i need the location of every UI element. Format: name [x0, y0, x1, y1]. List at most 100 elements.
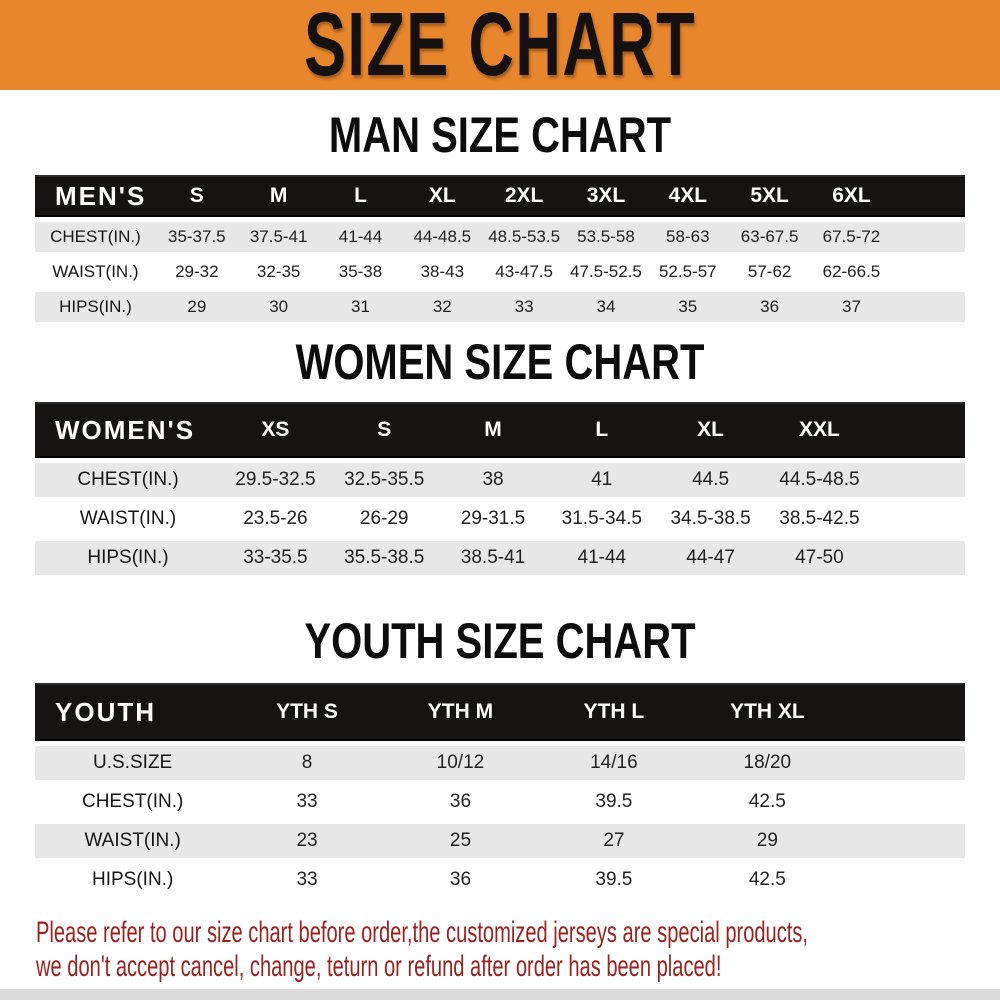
table-row: HIPS(IN.) 33 36 39.5 42.5 [35, 863, 965, 897]
section-women: WOMEN SIZE CHART WOMEN'S XS S M L XL XXL CHEST(I… [0, 337, 1000, 580]
table-cell: 34 [565, 292, 647, 322]
table-cell: 29 [155, 292, 238, 322]
table-cell: 38-43 [401, 257, 484, 287]
table-cell: 38 [438, 463, 548, 497]
column-header: 2XL [483, 175, 566, 217]
header-row: YOUTH YTH S YTH M YTH L YTH XL [35, 683, 965, 741]
table-title-youth: YOUTH [35, 683, 231, 741]
table-cell: 35.5-38.5 [329, 541, 439, 575]
row-spacer [844, 746, 965, 780]
column-header: 3XL [565, 175, 647, 217]
column-header: 5XL [728, 175, 811, 217]
table-cell: 39.5 [537, 785, 691, 819]
table-cell: 42.5 [690, 863, 845, 897]
row-spacer [844, 785, 965, 819]
table-cell: 36 [383, 863, 538, 897]
table-row: WAIST(IN.) 29-32 32-35 35-38 38-43 43-47.5 47.… [35, 257, 965, 287]
row-label: CHEST(IN.) [35, 222, 156, 252]
header-spacer [844, 683, 965, 741]
table-cell: 31.5-34.5 [547, 502, 657, 536]
table-cell: 29 [690, 824, 845, 858]
table-cell: 41-44 [547, 541, 657, 575]
size-table-youth: YOUTH YTH S YTH M YTH L YTH XL U.S.SIZE 8 10/12… [35, 678, 965, 902]
row-spacer [873, 463, 965, 497]
table-cell: 42.5 [690, 785, 845, 819]
table-cell: 25 [383, 824, 538, 858]
table-row: CHEST(IN.) 33 36 39.5 42.5 [35, 785, 965, 819]
table-cell: 57-62 [728, 257, 811, 287]
column-header: L [547, 402, 657, 458]
table-cell: 62-66.5 [810, 257, 893, 287]
size-chart-sections: MAN SIZE CHART MEN'S S M L XL 2XL 3XL 4XL 5XL 6XL C… [0, 110, 1000, 902]
row-spacer [892, 257, 965, 287]
row-spacer [844, 824, 965, 858]
table-row: U.S.SIZE 8 10/12 14/16 18/20 [35, 746, 965, 780]
table-cell: 58-63 [646, 222, 729, 252]
table-row: CHEST(IN.) 35-37.5 37.5-41 41-44 44-48.5 48.5… [35, 222, 965, 252]
column-header: YTH M [383, 683, 538, 741]
section-heading-women: WOMEN SIZE CHART [295, 334, 705, 390]
row-spacer [844, 863, 965, 897]
page-title: SIZE CHART [304, 0, 696, 95]
row-label: HIPS(IN.) [35, 863, 231, 897]
column-header: S [155, 175, 238, 217]
table-cell: 41-44 [319, 222, 402, 252]
column-header: YTH XL [690, 683, 845, 741]
header-row: MEN'S S M L XL 2XL 3XL 4XL 5XL 6XL [35, 175, 965, 217]
section-heading-youth: YOUTH SIZE CHART [304, 613, 696, 669]
table-cell: 32-35 [237, 257, 320, 287]
row-spacer [892, 292, 965, 322]
table-cell: 33 [483, 292, 566, 322]
table-cell: 18/20 [690, 746, 845, 780]
column-header: L [319, 175, 402, 217]
table-row: WAIST(IN.) 23 25 27 29 [35, 824, 965, 858]
table-cell: 32.5-35.5 [329, 463, 439, 497]
header-spacer [892, 175, 965, 217]
table-cell: 43-47.5 [483, 257, 566, 287]
table-cell: 33-35.5 [221, 541, 330, 575]
column-header: 6XL [810, 175, 893, 217]
table-cell: 37 [810, 292, 893, 322]
table-cell: 34.5-38.5 [656, 502, 765, 536]
size-table-men: MEN'S S M L XL 2XL 3XL 4XL 5XL 6XL CHEST(IN.) 35-37… [35, 170, 965, 327]
table-cell: 47.5-52.5 [565, 257, 647, 287]
row-label: CHEST(IN.) [35, 463, 222, 497]
column-header: XS [221, 402, 330, 458]
table-cell: 41 [547, 463, 657, 497]
table-row: HIPS(IN.) 29 30 31 32 33 34 35 36 37 [35, 292, 965, 322]
column-header: XL [656, 402, 765, 458]
size-table-women: WOMEN'S XS S M L XL XXL CHEST(IN.) 29.5-32.5 32.5… [35, 397, 965, 580]
table-cell: 32 [401, 292, 484, 322]
table-cell: 48.5-53.5 [483, 222, 566, 252]
table-row: HIPS(IN.) 33-35.5 35.5-38.5 38.5-41 41-44 44-… [35, 541, 965, 575]
table-cell: 44.5 [656, 463, 765, 497]
table-cell: 36 [383, 785, 538, 819]
table-cell: 44-48.5 [401, 222, 484, 252]
table-cell: 33 [230, 863, 384, 897]
table-cell: 52.5-57 [646, 257, 729, 287]
column-header: 4XL [646, 175, 729, 217]
table-cell: 36 [728, 292, 811, 322]
table-cell: 26-29 [329, 502, 439, 536]
section-heading-men: MAN SIZE CHART [328, 107, 672, 163]
table-cell: 39.5 [537, 863, 691, 897]
header-spacer [873, 402, 965, 458]
table-cell: 31 [319, 292, 402, 322]
table-row: WAIST(IN.) 23.5-26 26-29 29-31.5 31.5-34.5 34… [35, 502, 965, 536]
table-cell: 29-31.5 [438, 502, 548, 536]
header-row: WOMEN'S XS S M L XL XXL [35, 402, 965, 458]
table-cell: 8 [230, 746, 384, 780]
table-cell: 67.5-72 [810, 222, 893, 252]
row-label: WAIST(IN.) [35, 502, 222, 536]
column-header: XL [401, 175, 484, 217]
footer-note: Please refer to our size chart before or… [36, 916, 1000, 984]
table-cell: 35-38 [319, 257, 402, 287]
table-title-men: MEN'S [35, 175, 156, 217]
row-label: U.S.SIZE [35, 746, 231, 780]
section-men: MAN SIZE CHART MEN'S S M L XL 2XL 3XL 4XL 5XL 6XL C… [0, 110, 1000, 327]
table-title-women: WOMEN'S [35, 402, 222, 458]
row-label: WAIST(IN.) [35, 257, 156, 287]
table-cell: 35-37.5 [155, 222, 238, 252]
row-label: WAIST(IN.) [35, 824, 231, 858]
